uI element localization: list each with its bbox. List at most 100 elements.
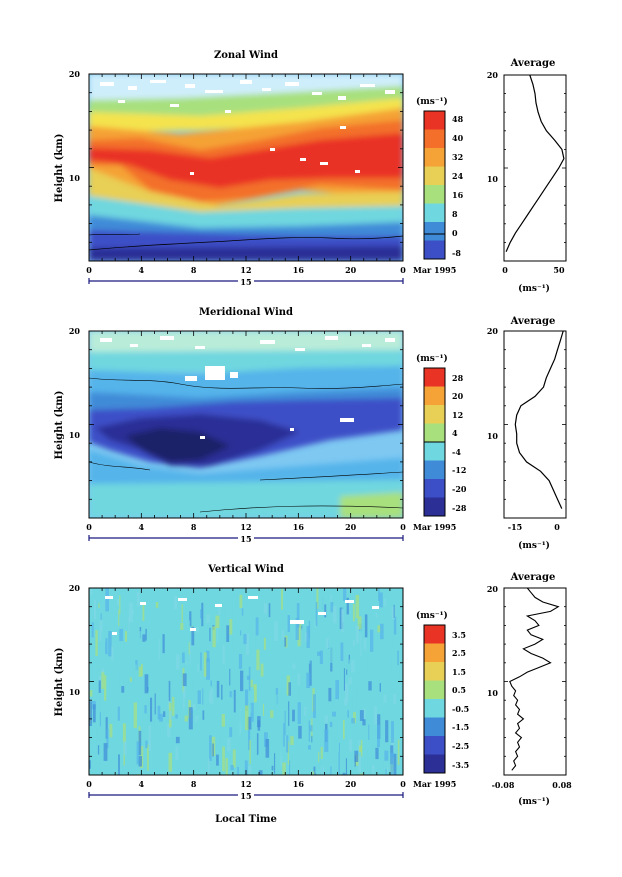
profile-title: Average — [510, 316, 556, 327]
colorbar-vertical: (ms⁻¹) 3.5 2.5 1.5 0.5 -0.5 -1.5 -2.5 -3… — [416, 610, 469, 774]
vertical-wind-cell — [128, 617, 130, 632]
vertical-wind-cell — [188, 707, 193, 730]
vertical-wind-cell — [182, 689, 185, 710]
vertical-wind-cell — [309, 770, 313, 775]
vertical-wind-cell — [243, 634, 247, 645]
vertical-wind-cell — [220, 768, 224, 775]
vertical-wind-cell — [354, 755, 356, 767]
day-label-bg — [238, 534, 254, 542]
colorbar-tick: -1.5 — [452, 722, 469, 732]
vertical-wind-cell — [324, 729, 329, 752]
vertical-wind-cell — [92, 704, 96, 723]
vertical-wind-cell — [144, 705, 147, 714]
vertical-wind-cell — [142, 634, 146, 642]
vertical-wind-cell — [286, 735, 289, 753]
vertical-wind-cell — [397, 739, 400, 765]
vertical-wind-cell — [285, 729, 287, 752]
vertical-wind-cell — [229, 691, 233, 698]
vertical-wind-cell — [373, 705, 377, 725]
profile-vertical: Average 20 10 -0.08 0.08 (ms⁻¹) — [487, 572, 572, 807]
vertical-wind-cell — [296, 603, 300, 628]
vertical-wind-cell — [202, 710, 205, 720]
vertical-wind-cell — [249, 740, 251, 765]
vertical-wind-cell — [353, 712, 356, 724]
vertical-wind-cell — [111, 646, 114, 661]
vertical-wind-cell — [117, 598, 120, 606]
x-tick-label: 20 — [345, 265, 357, 275]
vertical-wind-cell — [379, 683, 381, 692]
vertical-wind-cell — [178, 771, 180, 775]
vertical-wind-cell — [297, 622, 302, 647]
vertical-wind-cell — [222, 603, 226, 629]
vertical-wind-cell — [313, 681, 315, 688]
vertical-wind-cell — [370, 764, 374, 775]
vertical-wind-cell — [340, 642, 344, 661]
x-tick-label: 16 — [293, 265, 305, 275]
vertical-wind-cell — [105, 588, 109, 612]
vertical-wind-cell — [225, 758, 228, 775]
colorbar-tick: -20 — [452, 484, 467, 494]
vertical-wind-cell — [321, 763, 323, 775]
vertical-wind-cell — [281, 630, 285, 640]
vertical-wind-cell — [90, 768, 95, 775]
x-tick-label: 4 — [139, 779, 145, 789]
vertical-wind-cell — [393, 693, 397, 704]
y-tick-label: 10 — [69, 430, 81, 440]
vertical-wind-cell — [352, 603, 355, 622]
vertical-wind-cell — [94, 599, 97, 620]
vertical-wind-cell — [384, 599, 386, 607]
x-tick-label: 16 — [293, 522, 305, 532]
vertical-wind-cell — [169, 710, 172, 720]
vertical-wind-cell — [126, 678, 130, 690]
day-label: 15 — [240, 791, 251, 801]
vertical-wind-cell — [342, 772, 346, 775]
vertical-wind-cell — [95, 630, 98, 656]
vertical-wind-cell — [275, 739, 278, 747]
vertical-wind-cell — [372, 764, 375, 775]
vertical-wind-cell — [188, 676, 193, 694]
vertical-wind-cell — [157, 705, 161, 720]
vertical-wind-cell — [313, 694, 316, 718]
vertical-wind-cell — [232, 602, 236, 621]
vertical-wind-cell — [196, 626, 199, 633]
vertical-wind-cell — [221, 684, 223, 700]
vertical-wind-cell — [142, 602, 145, 621]
x-tick-label: 0 — [86, 522, 92, 532]
vertical-wind-cell — [332, 606, 337, 624]
vertical-wind-cell — [281, 589, 283, 610]
profile-title: Average — [510, 58, 556, 69]
vertical-wind-cell — [186, 620, 191, 640]
vertical-wind-cell — [252, 627, 256, 646]
vertical-wind-cell — [175, 736, 180, 744]
panel-zonal-wind: Zonal Wind Height (km) 20 10 — [54, 50, 567, 294]
vertical-wind-cell — [89, 760, 91, 769]
vertical-wind-cell — [344, 683, 349, 703]
vertical-wind-cell — [153, 731, 155, 739]
vertical-wind-cell — [374, 633, 378, 639]
vertical-wind-cell — [311, 735, 313, 743]
vertical-wind-cell — [197, 718, 200, 733]
vertical-wind-cell — [288, 682, 291, 696]
vertical-wind-cell — [330, 766, 332, 775]
vertical-wind-cell — [101, 668, 105, 673]
vertical-wind-cell — [391, 606, 396, 620]
vertical-wind-cell — [392, 753, 397, 775]
vertical-wind-cell — [233, 689, 236, 713]
vertical-wind-cell — [345, 758, 347, 775]
vertical-wind-cell — [209, 735, 212, 761]
colorbar-tick: 20 — [452, 391, 464, 401]
colorbar-tick: 2.5 — [452, 648, 466, 658]
vertical-wind-cell — [292, 663, 296, 669]
vertical-wind-cell — [287, 741, 290, 765]
vertical-wind-cell — [157, 638, 159, 652]
vertical-wind-cell — [295, 618, 299, 640]
vertical-wind-cell — [390, 656, 392, 671]
y-tick-label: 20 — [69, 69, 81, 79]
colorbar-tick: -8 — [452, 248, 461, 258]
colorbar-meridional: (ms⁻¹) 28 20 12 4 -4 -12 -20 -28 — [416, 353, 467, 517]
x-tick-label: 0 — [86, 265, 92, 275]
profile-line — [514, 330, 564, 509]
vertical-wind-cell — [279, 663, 282, 668]
vertical-wind-cell — [319, 650, 323, 664]
